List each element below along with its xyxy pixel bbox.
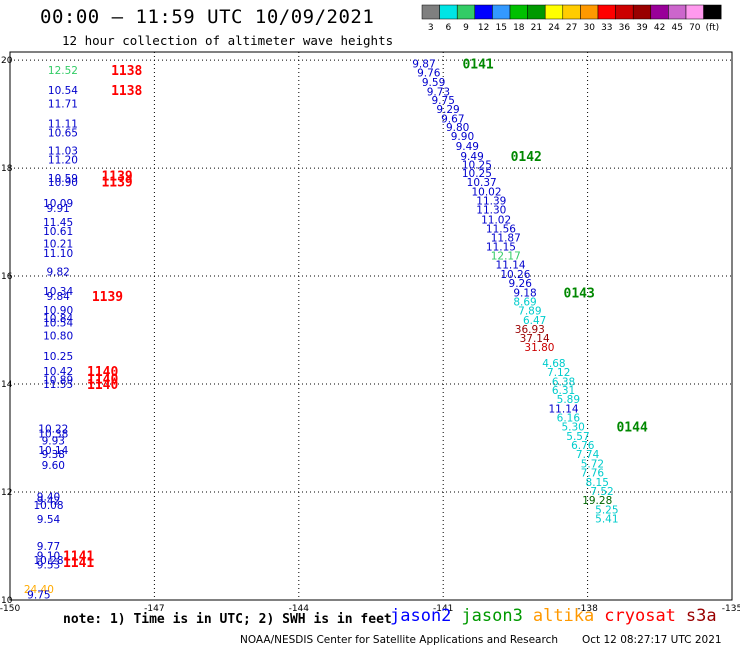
swh-reading: 11.20 — [48, 154, 78, 166]
lat-tick-label: 20 — [1, 56, 13, 66]
pass-time-label: 1139 — [101, 176, 132, 191]
swh-reading: 10.90 — [48, 177, 78, 189]
satellite-jason3: jason3 — [461, 606, 522, 626]
lat-tick-label: 14 — [1, 380, 13, 390]
satellite-altika: altika — [533, 606, 594, 626]
swh-reading: 10.65 — [48, 127, 78, 139]
swh-reading: 10.08 — [33, 500, 63, 512]
swh-reading: 31.80 — [524, 342, 554, 354]
swh-reading: 10.54 — [48, 85, 78, 97]
satellite-s3a: s3a — [686, 606, 717, 626]
satellite-jason2: jason2 — [390, 606, 451, 626]
swh-reading: 9.75 — [27, 590, 50, 602]
pass-time-label: 1141 — [63, 556, 94, 571]
swh-reading: 11.71 — [48, 98, 78, 110]
satellite-cryosat: cryosat — [604, 606, 676, 626]
swh-reading: 9.54 — [37, 514, 61, 526]
pass-time-label: 1139 — [92, 290, 123, 305]
swh-reading: 5.41 — [595, 513, 618, 525]
swh-reading: 10.25 — [43, 351, 73, 363]
pass-time-label: 0143 — [564, 286, 595, 301]
lat-tick-label: 10 — [1, 596, 13, 606]
pass-time-label: 1138 — [111, 64, 142, 79]
swh-reading: 12.52 — [48, 65, 78, 77]
pass-time-label: 0142 — [511, 150, 542, 165]
swh-reading: 11.10 — [43, 248, 73, 260]
pass-time-label: 0144 — [616, 421, 647, 436]
swh-reading: 10.61 — [43, 226, 73, 238]
swh-reading: 9.53 — [37, 559, 60, 571]
pass-time-label: 0141 — [462, 57, 493, 72]
swh-reading: 11.55 — [43, 379, 73, 391]
swh-reading: 9.84 — [46, 291, 70, 303]
lat-tick-label: 16 — [1, 272, 13, 282]
lat-tick-label: 18 — [1, 164, 13, 174]
swh-reading: 9.82 — [46, 267, 69, 279]
map-frame — [10, 52, 732, 600]
swh-reading: 9.60 — [42, 460, 65, 472]
generation-timestamp: Oct 12 08:27:17 UTC 2021 — [582, 634, 722, 646]
swh-reading: 10.80 — [43, 330, 73, 342]
lat-tick-label: 12 — [1, 488, 12, 498]
pass-time-label: 1138 — [111, 84, 142, 99]
swh-reading: 9.91 — [46, 203, 69, 215]
pass-time-label: 1140 — [87, 378, 118, 393]
footer-note: note: 1) Time is in UTC; 2) SWH is in fe… — [63, 612, 392, 627]
swh-reading: 10.54 — [43, 317, 73, 329]
satellite-legend: jason2 jason3 altika cryosat s3a — [390, 606, 727, 626]
credit-text: NOAA/NESDIS Center for Satellite Applica… — [240, 634, 558, 646]
